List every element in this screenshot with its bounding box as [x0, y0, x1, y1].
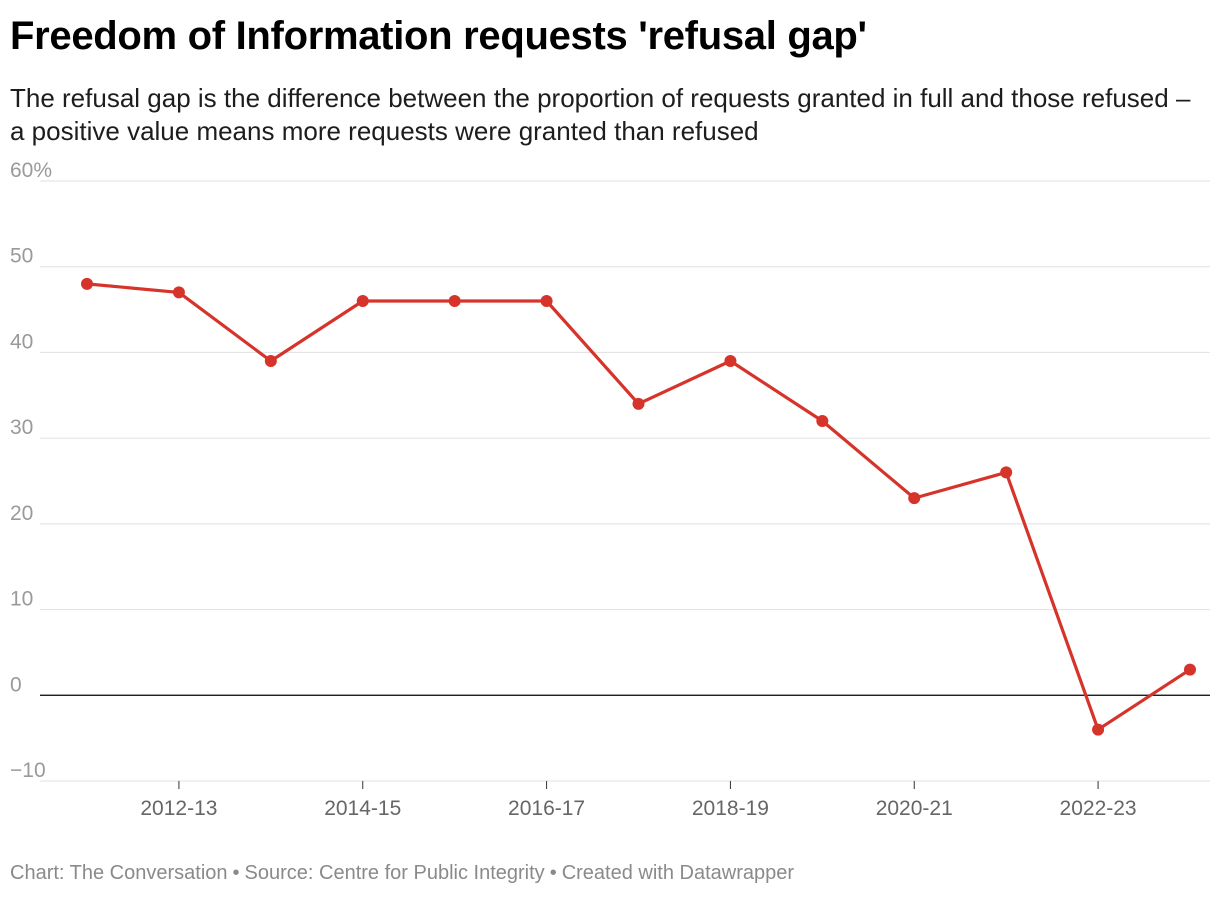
- x-tick-label: 2020-21: [876, 797, 953, 820]
- x-tick-label: 2014-15: [324, 797, 401, 820]
- y-tick-label: 50: [10, 245, 33, 268]
- separator-dot: •: [549, 862, 557, 884]
- chart-title: Freedom of Information requests 'refusal…: [10, 14, 867, 58]
- datawrapper-credit: Created with Datawrapper: [561, 862, 795, 884]
- y-tick-label: 40: [10, 330, 33, 353]
- data-point[interactable]: [448, 295, 461, 307]
- data-point[interactable]: [540, 295, 553, 307]
- data-point[interactable]: [1184, 663, 1196, 676]
- y-tick-label: 30: [10, 416, 33, 439]
- data-point[interactable]: [816, 415, 829, 427]
- data-point[interactable]: [81, 277, 93, 290]
- y-tick-label: 10: [10, 588, 33, 611]
- chart-subtitle: The refusal gap is the difference betwee…: [10, 83, 1191, 146]
- x-tick-label: 2018-19: [692, 797, 769, 820]
- x-axis-ticks: 2012-13 2014-15 2016-17 2018-19 2020-21 2022-…: [140, 781, 1137, 820]
- grid-lines: [40, 180, 1210, 782]
- data-point[interactable]: [356, 295, 369, 307]
- x-tick-label: 2022-23: [1060, 797, 1137, 820]
- y-tick-label: 20: [10, 502, 33, 525]
- chart-credit: Chart: The Conversation: [10, 862, 228, 884]
- y-tick-label: 60%: [10, 159, 52, 182]
- x-tick-label: 2016-17: [508, 797, 585, 820]
- series-line: [85, 282, 1192, 732]
- data-point[interactable]: [264, 355, 277, 367]
- x-tick-label: 2012-13: [140, 797, 217, 820]
- data-point[interactable]: [1092, 723, 1105, 736]
- y-axis-ticks: 60% 50 40 30 20 10 0 −10: [10, 159, 52, 782]
- y-tick-label: −10: [10, 759, 46, 782]
- data-point[interactable]: [724, 355, 737, 367]
- source-credit: Source: Centre for Public Integrity: [244, 862, 545, 884]
- data-point[interactable]: [1000, 466, 1013, 479]
- data-point[interactable]: [908, 492, 921, 505]
- chart-footer: Chart: The Conversation • Source: Centre f…: [10, 862, 794, 885]
- data-series: [81, 277, 1196, 736]
- data-point[interactable]: [172, 286, 185, 299]
- separator-dot: •: [232, 862, 240, 884]
- data-point[interactable]: [632, 397, 645, 410]
- y-tick-label: 0: [10, 673, 22, 696]
